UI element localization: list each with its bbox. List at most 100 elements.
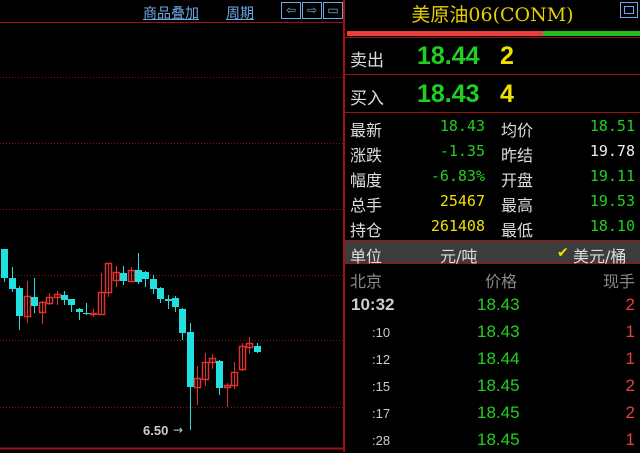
candle-body-up [53,293,62,299]
buy-price: 18.43 [417,80,480,108]
period-link[interactable]: 周期 [226,6,254,22]
ticks-header: 北京 价格 现手 [345,265,640,291]
layout-icon: ▭ [327,3,339,17]
unit-option-yuan-ton[interactable]: 元/吨 [440,247,478,266]
candle-body-down [172,298,179,307]
stat-label: 最高 [501,196,534,215]
arrow-right-icon: ⇨ [306,3,318,17]
tick-row: :17 18.45 2 [345,399,640,426]
tick-row: 10:32 18.43 2 [345,291,640,318]
candle-body-up [38,301,47,314]
stat-label: 持仓 [350,221,383,240]
stat-value: 18.43 [439,117,485,135]
candle-body-down [76,309,83,312]
candle-body-down [216,361,223,388]
unit-selector: 单位 元/吨 ✔ 美元/桶 [345,240,640,266]
tick-time: :12 [372,352,391,367]
candle-body-up [230,371,239,387]
maximize-icon [624,6,634,14]
candle-body-down [187,332,194,387]
candle-body-up [245,342,254,349]
tick-volume: 1 [625,322,635,341]
tick-time: :15 [372,379,391,394]
time-header: 北京 [350,272,383,291]
candle-body-down [157,288,164,299]
candle-body-down [142,272,149,279]
tick-price: 18.45 [477,430,520,449]
contract-title: 美原油06(CONM) [411,4,574,26]
tick-volume: 2 [625,295,635,314]
tick-time: :28 [372,433,391,448]
candle-body-up [23,295,32,318]
low-price-label: 6.50 [143,423,168,438]
overlay-link[interactable]: 商品叠加 [143,6,199,22]
stat-value: -1.35 [439,142,485,160]
stat-value: 19.11 [589,167,635,185]
stat-label: 最新 [350,121,383,140]
tick-row: :12 18.44 1 [345,345,640,372]
buy-label: 买入 [350,89,384,109]
candle-body-down [1,249,8,278]
stat-label: 最低 [501,221,534,240]
candle-body-down [83,313,90,314]
low-arrow-icon: → [173,423,183,437]
stat-label: 涨跌 [350,146,383,165]
arrow-left-button[interactable]: ⇦ [281,2,301,19]
divider [345,37,640,38]
tick-time: :10 [372,325,391,340]
stats-row: 最新 18.43 均价 18.51 [345,115,640,140]
tick-price: 18.43 [477,295,520,314]
unit-option-usd-barrel[interactable]: 美元/桶 [573,247,627,266]
stat-value: -6.83% [430,167,485,185]
candle-body-up [238,345,247,371]
candle-body-down [68,299,75,305]
kline-panel: 6.50 → 商品叠加 周期 ⇦ ⇨ ▭ [0,0,344,452]
panel-divider[interactable] [343,0,345,452]
tick-time: 10:32 [351,295,395,314]
chart-toolbar: 商品叠加 周期 ⇦ ⇨ ▭ [0,0,344,23]
candle-body-down [165,299,172,301]
stat-value: 19.78 [589,142,635,160]
tick-volume: 2 [625,403,635,422]
stats-row: 涨跌 -1.35 昨结 19.78 [345,140,640,165]
candle-body-down [9,278,16,289]
candle-body-down [16,288,23,316]
sell-volume: 2 [500,42,514,70]
arrow-right-button[interactable]: ⇨ [302,2,322,19]
candle-body-down [120,273,127,281]
tick-price: 18.44 [477,349,520,368]
candle-body-down [135,270,142,282]
stat-label: 开盘 [501,171,534,190]
candlestick-chart[interactable]: 6.50 → [0,0,343,452]
buy-sell-ratio-bar [347,31,640,36]
stat-value: 19.53 [589,192,635,210]
candle-body-down [179,309,186,333]
layout-button[interactable]: ▭ [323,2,343,19]
sell-label: 卖出 [350,51,384,71]
stat-value: 18.10 [589,217,635,235]
stats-row: 总手 25467 最高 19.53 [345,190,640,215]
stat-value: 25467 [439,192,485,210]
tick-price: 18.45 [477,403,520,422]
candle-body-up [104,262,113,294]
quote-panel: 美原油06(CONM) 卖出 18.44 2 买入 18.43 4 最新 18.… [345,0,640,452]
volume-header: 现手 [602,272,635,291]
buy-ratio-fill [347,31,544,36]
tick-price: 18.43 [477,322,520,341]
price-header: 价格 [485,272,518,291]
candle-body-up [201,361,210,381]
candle-body-up [208,357,217,364]
buy-row: 买入 18.43 4 [345,76,640,112]
stat-label: 均价 [501,121,534,140]
candle-body-up [112,271,121,282]
stat-label: 昨结 [501,146,534,165]
maximize-button[interactable] [620,2,638,18]
candle-body-down [150,279,157,289]
stat-label: 幅度 [350,171,383,190]
candle-body-up [223,384,232,389]
unit-label: 单位 [350,247,383,266]
sell-row: 卖出 18.44 2 [345,38,640,74]
stat-value: 261408 [430,217,485,235]
candle-body-down [31,297,38,306]
candle-body-up [193,377,202,389]
